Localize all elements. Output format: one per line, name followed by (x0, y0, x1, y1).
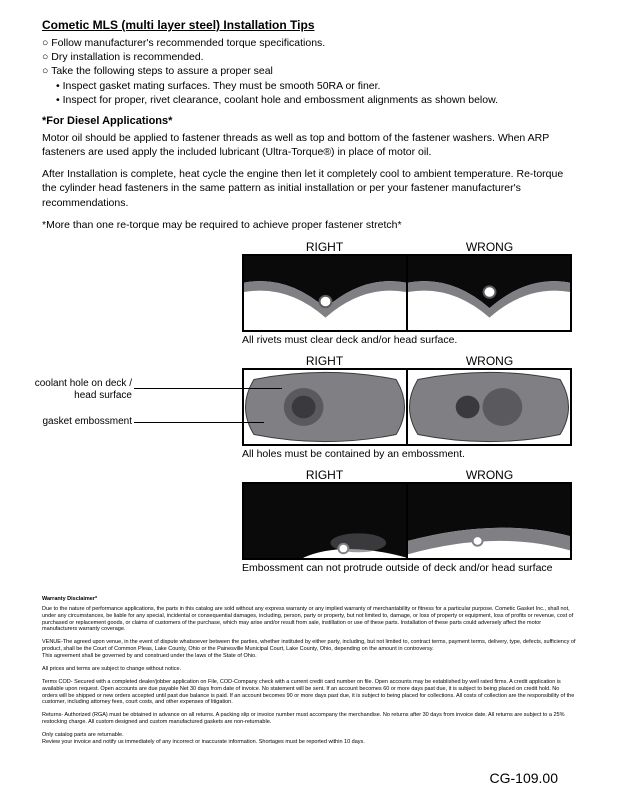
disclaimer-heading: Warranty Disclaimer* (42, 596, 576, 603)
disclaimer-p6: Only catalog parts are returnable. Revie… (42, 732, 576, 746)
intro-bullets: Follow manufacturer's recommended torque… (42, 36, 576, 107)
wrong-label-2: WRONG (407, 354, 572, 368)
coolant-label: coolant hole on deck / head surface (32, 378, 132, 402)
page-footer-code: CG-109.00 (490, 770, 558, 786)
bullet-2: Dry installation is recommended. (42, 50, 576, 64)
disclaimer-p4: Terms COD- Secured with a completed deal… (42, 679, 576, 707)
row2-labels: RIGHT WRONG (242, 354, 572, 368)
row3-panels (242, 482, 572, 560)
row1-wrong-panel (406, 256, 570, 330)
row2-wrong-panel (406, 370, 570, 444)
page-title: Cometic MLS (multi layer steel) Installa… (42, 18, 576, 32)
row1-caption: All rivets must clear deck and/or head s… (242, 332, 572, 354)
right-label: RIGHT (242, 240, 407, 254)
bullet-4: Inspect gasket mating surfaces. They mus… (42, 79, 576, 93)
disclaimer-p5: Returns- Authorized (RGA) must be obtain… (42, 712, 576, 726)
emboss-label: gasket embossment (32, 416, 132, 428)
disclaimer-p3: All prices and terms are subject to chan… (42, 666, 576, 673)
row2-panels (242, 368, 572, 446)
diagram-area: RIGHT WRONG All rivets must clear deck a… (42, 240, 576, 582)
right-label-2: RIGHT (242, 354, 407, 368)
row3-caption: Embossment can not protrude outside of d… (242, 560, 572, 582)
bullet-5: Inspect for proper, rivet clearance, coo… (42, 93, 576, 107)
row1-right-panel (244, 256, 406, 330)
bullet-1: Follow manufacturer's recommended torque… (42, 36, 576, 50)
bullet-3: Take the following steps to assure a pro… (42, 64, 576, 78)
disclaimer-block: Warranty Disclaimer* Due to the nature o… (42, 596, 576, 746)
row3-right-panel (244, 484, 406, 558)
row3-wrong-panel (406, 484, 570, 558)
disclaimer-p2: VENUE-The agreed upon venue, in the even… (42, 639, 576, 660)
emboss-lead (134, 422, 264, 423)
disclaimer-p1: Due to the nature of performance applica… (42, 606, 576, 634)
diesel-p1: Motor oil should be applied to fastener … (42, 131, 576, 159)
coolant-lead (134, 388, 282, 389)
wrong-label: WRONG (407, 240, 572, 254)
row2-caption: All holes must be contained by an emboss… (242, 446, 572, 468)
diesel-p3: *More than one re-torque may be required… (42, 218, 576, 232)
row1-labels: RIGHT WRONG (242, 240, 572, 254)
row3-labels: RIGHT WRONG (242, 468, 572, 482)
wrong-label-3: WRONG (407, 468, 572, 482)
diesel-p2: After Installation is complete, heat cyc… (42, 167, 576, 210)
row2-right-panel (244, 370, 406, 444)
diesel-heading: *For Diesel Applications* (42, 115, 576, 127)
right-label-3: RIGHT (242, 468, 407, 482)
row1-panels (242, 254, 572, 332)
